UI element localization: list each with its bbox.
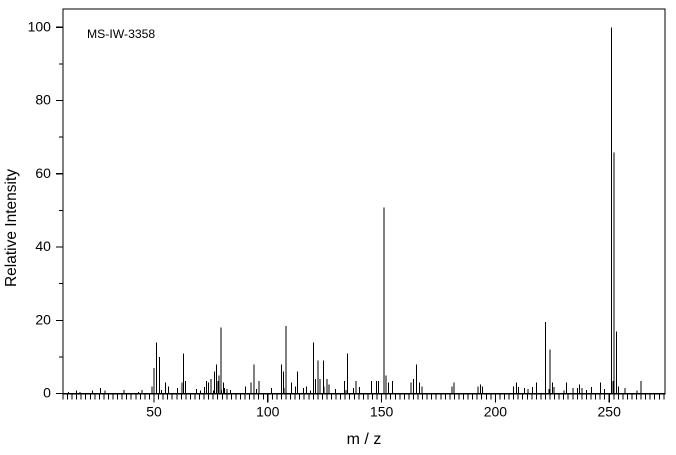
svg-text:100: 100 <box>28 18 52 34</box>
svg-text:100: 100 <box>256 404 280 420</box>
svg-text:0: 0 <box>43 385 51 401</box>
svg-text:150: 150 <box>370 404 394 420</box>
svg-text:50: 50 <box>146 404 162 420</box>
svg-text:250: 250 <box>598 404 622 420</box>
svg-text:m / z: m / z <box>347 431 382 448</box>
svg-text:MS-IW-3358: MS-IW-3358 <box>87 27 155 41</box>
svg-text:40: 40 <box>35 238 51 254</box>
svg-text:20: 20 <box>35 311 51 327</box>
svg-text:60: 60 <box>35 165 51 181</box>
svg-text:80: 80 <box>35 92 51 108</box>
svg-text:200: 200 <box>484 404 508 420</box>
svg-text:Relative Intensity: Relative Intensity <box>3 169 20 287</box>
